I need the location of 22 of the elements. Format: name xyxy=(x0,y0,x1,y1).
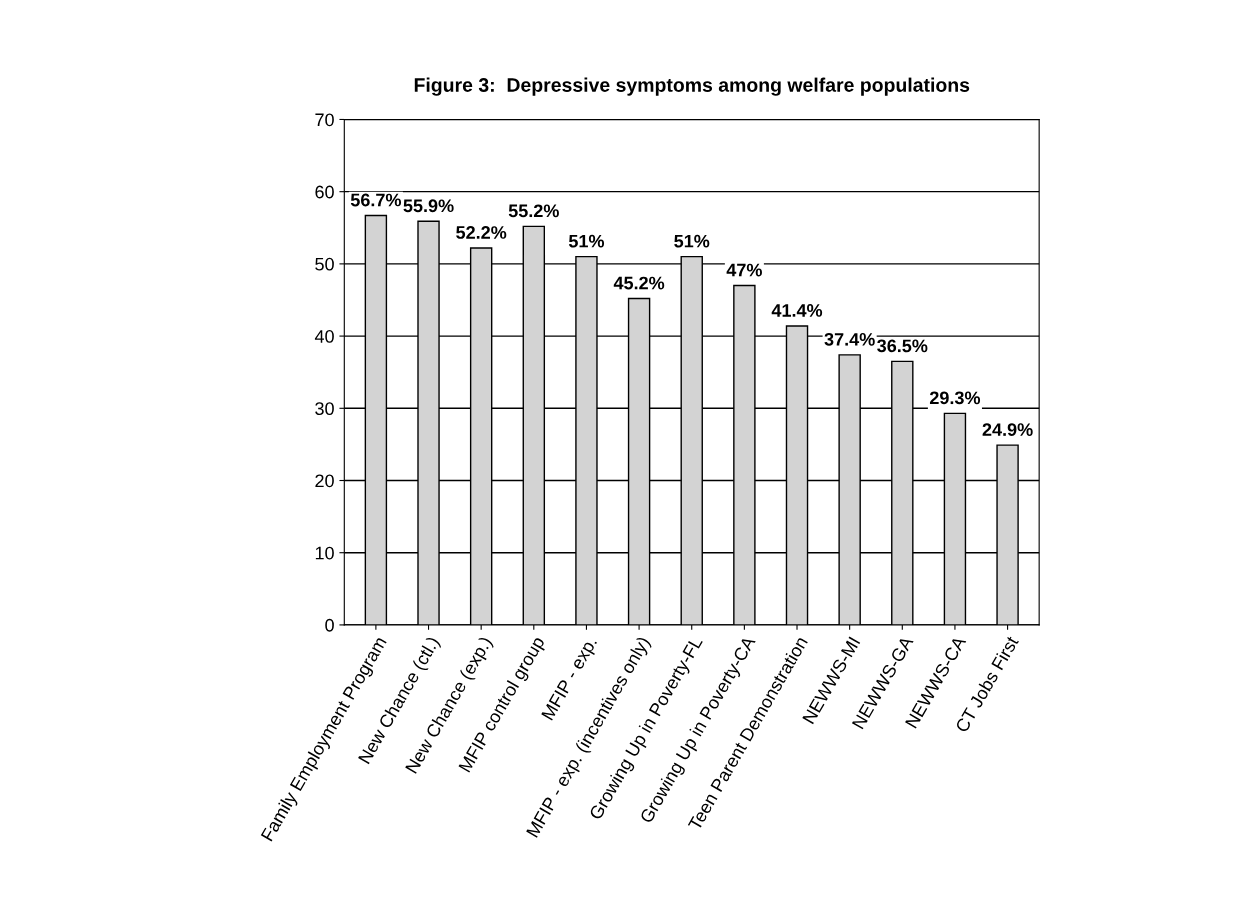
y-tick-label: 10 xyxy=(315,546,334,560)
data-label: 51% xyxy=(568,234,605,248)
data-label: 36.5% xyxy=(877,339,928,353)
data-label: 45.2% xyxy=(613,276,665,290)
y-tick-label: 60 xyxy=(315,185,334,199)
data-label: 56.7% xyxy=(350,193,402,207)
y-tick-label: 0 xyxy=(325,618,334,632)
data-label: 51% xyxy=(674,234,710,248)
y-tick-label: 20 xyxy=(315,474,334,488)
data-label: 37.4% xyxy=(824,332,875,346)
y-tick-label: 50 xyxy=(315,257,334,271)
data-label: 52.2% xyxy=(456,226,507,239)
data-label: 24.9% xyxy=(982,423,1033,436)
data-label: 41.4% xyxy=(771,304,823,317)
data-label: 55.9% xyxy=(403,199,454,213)
y-tick-label: 70 xyxy=(315,113,334,127)
data-label: 55.2% xyxy=(508,204,559,218)
chart-title: Figure 3: Depressive symptoms among welfare populations xyxy=(414,77,970,96)
y-tick-label: 40 xyxy=(314,330,334,343)
y-tick-label: 30 xyxy=(315,402,334,416)
data-label: 47% xyxy=(726,263,762,277)
data-label: 29.3% xyxy=(929,391,981,405)
